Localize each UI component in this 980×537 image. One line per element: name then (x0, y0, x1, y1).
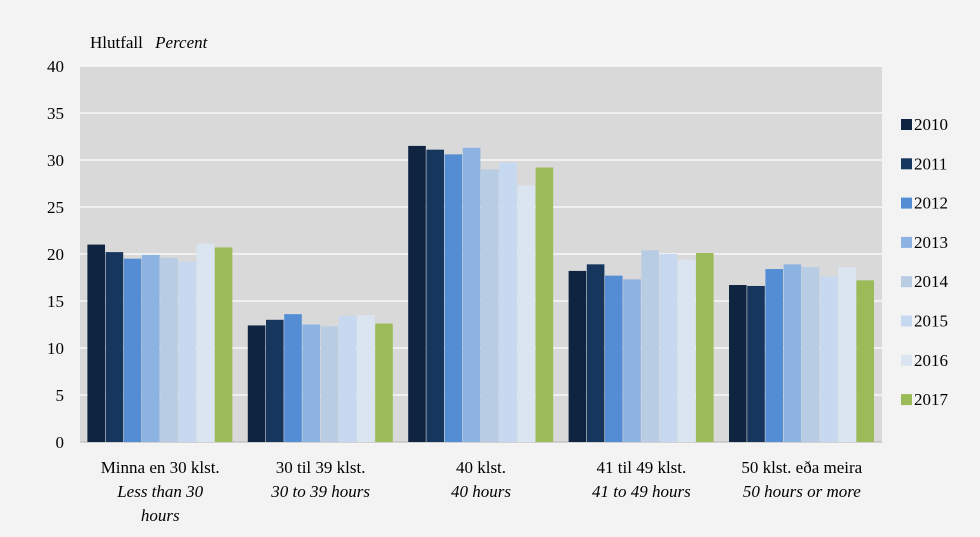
y-axis-title: Hlutfall Percent (90, 33, 209, 52)
x-tick-label-en: hours (141, 506, 180, 525)
legend-label: 2015 (914, 312, 948, 331)
legend-label: 2016 (914, 351, 948, 370)
bar-2013 (462, 147, 481, 442)
bar-2017 (696, 253, 714, 442)
x-axis-labels: Minna en 30 klst. Less than 30 hours 30 til… (101, 458, 863, 525)
bar-2015 (178, 261, 196, 442)
bar-2016 (196, 243, 215, 442)
x-tick-label: Minna en 30 klst. (101, 458, 220, 477)
bar-2017 (375, 323, 393, 442)
bar-2013 (623, 279, 641, 442)
x-tick-label: 30 til 39 klst. (276, 458, 366, 477)
bars (87, 145, 874, 443)
bar-2011 (426, 149, 444, 442)
x-tick-label-en: 30 to 39 hours (270, 482, 370, 501)
legend-swatch (901, 197, 912, 209)
bar-2013 (783, 264, 802, 442)
bar-2016 (517, 185, 535, 442)
bar-2016 (838, 267, 856, 442)
bar-2015 (659, 254, 678, 442)
legend-swatch (901, 354, 912, 366)
y-axis-title-en: Percent (154, 33, 209, 52)
bar-2011 (105, 252, 124, 442)
legend-swatch (901, 158, 912, 170)
legend-swatch (901, 236, 912, 248)
bar-2014 (641, 250, 659, 442)
bar-2010 (729, 285, 747, 442)
x-tick-label-en: 40 hours (451, 482, 511, 501)
bar-2014 (320, 326, 339, 442)
legend-swatch (901, 119, 912, 130)
bar-2014 (160, 257, 178, 442)
bar-2012 (765, 269, 783, 442)
x-tick-label-en: 41 to 49 hours (592, 482, 691, 501)
bar-2016 (677, 259, 696, 442)
y-tick-label: 35 (47, 104, 64, 123)
legend-label: 2017 (914, 390, 949, 409)
y-tick-label: 20 (47, 245, 64, 264)
bar-2012 (605, 275, 623, 442)
y-axis-ticks: 0 5 10 15 20 25 30 35 40 (47, 57, 64, 452)
bar-2013 (302, 324, 320, 442)
legend: 2010 2011 2012 2013 2014 2015 2016 2017 (901, 115, 949, 409)
bar-2010 (568, 270, 587, 442)
bar-2010 (87, 244, 105, 442)
bar-2015 (338, 316, 357, 442)
bar-2014 (801, 267, 820, 442)
legend-swatch (901, 315, 912, 327)
legend-label: 2013 (914, 233, 948, 252)
y-tick-label: 40 (47, 57, 64, 76)
y-tick-label: 5 (56, 386, 65, 405)
bar-2011 (747, 285, 765, 442)
bar-2012 (284, 314, 302, 442)
bar-2016 (357, 315, 375, 442)
legend-label: 2014 (914, 272, 949, 291)
legend-swatch (901, 276, 912, 288)
legend-label: 2012 (914, 194, 948, 213)
bar-2015 (499, 162, 517, 442)
y-axis-title-is: Hlutfall (90, 33, 143, 52)
x-tick-label: 50 klst. eða meira (741, 458, 862, 477)
bar-2012 (444, 154, 463, 443)
y-tick-label: 0 (56, 433, 65, 452)
y-tick-label: 30 (47, 151, 64, 170)
bar-2010 (408, 145, 426, 442)
legend-swatch (901, 394, 912, 406)
bar-2013 (142, 254, 160, 442)
bar-2014 (481, 169, 499, 442)
bar-2012 (123, 258, 142, 442)
x-tick-label-en: 50 hours or more (743, 482, 861, 501)
legend-label: 2010 (914, 115, 948, 134)
bar-2017 (856, 280, 874, 442)
y-tick-label: 25 (47, 198, 64, 217)
bar-2017 (535, 167, 554, 442)
y-tick-label: 15 (47, 292, 64, 311)
bar-2011 (586, 264, 605, 442)
y-tick-label: 10 (47, 339, 64, 358)
x-tick-label: 41 til 49 klst. (597, 458, 687, 477)
legend-label: 2011 (914, 154, 947, 173)
x-tick-label-en: Less than 30 (116, 482, 203, 501)
bar-2015 (820, 276, 838, 442)
bar-2010 (247, 325, 266, 442)
bar-2011 (266, 319, 284, 442)
bar-2017 (214, 247, 233, 442)
x-tick-label: 40 klst. (456, 458, 506, 477)
